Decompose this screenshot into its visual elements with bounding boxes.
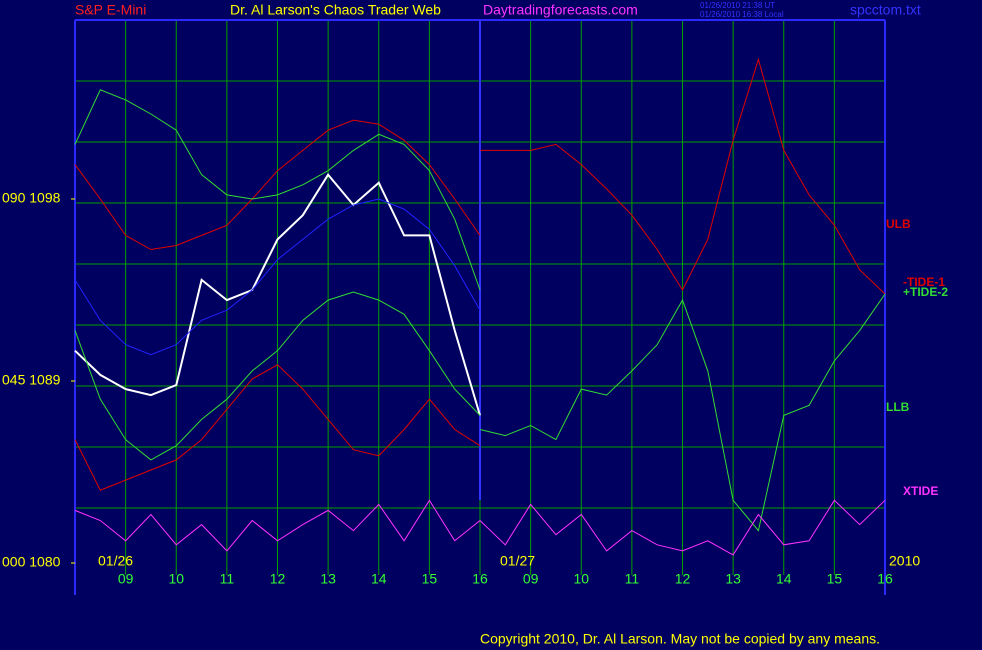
date-label: 2010 (889, 553, 920, 569)
series-label: LLB (886, 400, 910, 414)
x-tick-label: 12 (270, 571, 286, 587)
source: S&P E-Mini (75, 2, 146, 18)
grid (75, 19, 886, 575)
chart-title: Dr. Al Larson's Chaos Trader Web (230, 2, 441, 18)
series-line (480, 57, 886, 295)
x-tick-label: 14 (371, 571, 387, 587)
series-label: XTIDE (903, 484, 938, 498)
series-line (74, 119, 481, 251)
series-line (74, 499, 886, 556)
series-label: ULB (886, 217, 911, 231)
series-line (74, 172, 481, 416)
x-tick-label: 09 (523, 571, 539, 587)
date-label: 01/26 (98, 553, 133, 569)
copyright: Copyright 2010, Dr. Al Larson. May not b… (480, 631, 880, 647)
series-line (74, 364, 481, 491)
x-tick-label: 16 (877, 571, 893, 587)
x-tick-label: 13 (725, 571, 741, 587)
y-tick-label: 000 1080 (2, 554, 61, 570)
site: Daytradingforecasts.com (483, 2, 638, 18)
x-tick-label: 14 (776, 571, 792, 587)
file-name: spcctom.txt (850, 2, 921, 18)
x-tick-label: 15 (827, 571, 843, 587)
y-tick-label: 045 1089 (2, 372, 61, 388)
date-label: 01/27 (500, 553, 535, 569)
x-tick-label: 13 (320, 571, 336, 587)
timestamp: 01/26/2010 21:38 UT (700, 1, 775, 10)
series-line (74, 89, 481, 291)
series-label: +TIDE-2 (903, 285, 948, 299)
timestamp: 01/26/2010 16:38 Local (700, 10, 784, 19)
series-line (74, 291, 481, 461)
x-tick-label: 15 (422, 571, 438, 587)
y-tick-label: 090 1098 (2, 190, 61, 206)
series-line (479, 293, 886, 532)
x-tick-label: 12 (675, 571, 691, 587)
x-tick-label: 16 (472, 571, 488, 587)
x-tick-label: 09 (118, 571, 134, 587)
x-tick-label: 11 (220, 571, 235, 587)
series-label: -TIDE-1 (903, 275, 945, 289)
series-line (74, 198, 481, 356)
x-tick-label: 10 (573, 571, 589, 587)
x-tick-label: 11 (625, 571, 640, 587)
x-tick-label: 10 (168, 571, 184, 587)
